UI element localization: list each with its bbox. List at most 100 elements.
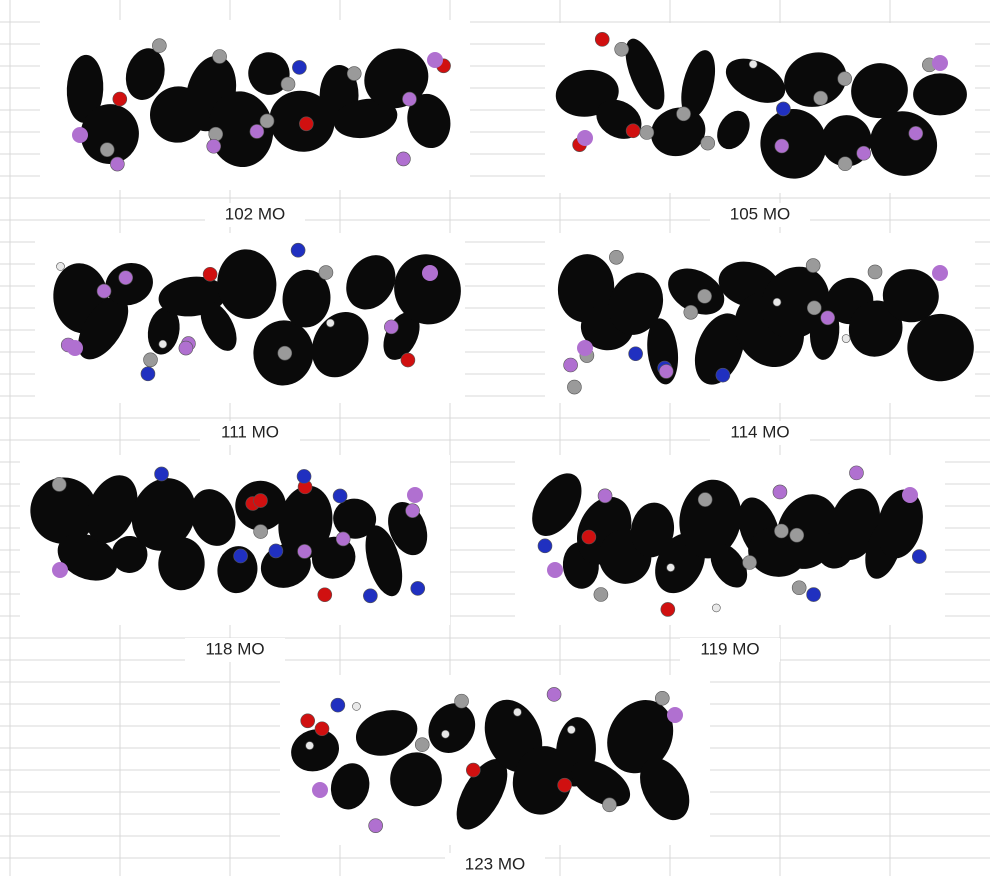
atom <box>97 284 111 298</box>
atom <box>384 320 398 334</box>
atom <box>849 466 863 480</box>
orbital-panel: 119 MO <box>515 455 945 662</box>
atom <box>842 335 850 343</box>
atom <box>407 487 423 503</box>
atom <box>712 604 720 612</box>
atom <box>319 266 333 280</box>
atom <box>213 50 227 64</box>
atom <box>774 524 788 538</box>
atom <box>144 353 158 367</box>
atom <box>141 367 155 381</box>
atom <box>790 528 804 542</box>
atom <box>659 364 673 378</box>
figure: 102 MO105 MO111 MO114 MO118 MO119 MO123 … <box>0 0 990 876</box>
atom <box>110 157 124 171</box>
atom <box>369 819 383 833</box>
atom <box>291 243 305 257</box>
atom <box>716 368 730 382</box>
orbital-panel: 114 MO <box>545 233 978 445</box>
atom <box>297 469 311 483</box>
atom <box>538 539 552 553</box>
atom <box>411 581 425 595</box>
atom <box>155 467 169 481</box>
atom <box>406 504 420 518</box>
atom <box>577 130 593 146</box>
atom <box>667 707 683 723</box>
atom <box>701 136 715 150</box>
atom <box>773 298 781 306</box>
atom <box>455 694 469 708</box>
atom <box>234 549 248 563</box>
atom <box>315 722 329 736</box>
atom <box>441 730 449 738</box>
atom <box>807 588 821 602</box>
panel-label: 118 MO <box>205 639 264 658</box>
atom <box>292 60 306 74</box>
atom <box>363 589 377 603</box>
atom <box>698 289 712 303</box>
atom <box>207 139 221 153</box>
atom <box>547 687 561 701</box>
atom <box>333 489 347 503</box>
atom <box>775 139 789 153</box>
atom <box>582 530 596 544</box>
orbital-panel: 102 MO <box>40 20 470 227</box>
atom <box>806 259 820 273</box>
atom <box>119 271 133 285</box>
atom <box>776 102 790 116</box>
atom <box>743 556 757 570</box>
atom <box>902 487 918 503</box>
atom <box>72 127 88 143</box>
atom <box>100 143 114 157</box>
atom <box>159 340 167 348</box>
panel-label: 123 MO <box>465 854 525 873</box>
atom <box>661 602 675 616</box>
atom <box>336 532 350 546</box>
atom <box>564 358 578 372</box>
atom <box>838 157 852 171</box>
atom <box>67 340 83 356</box>
panel-label: 111 MO <box>221 422 279 441</box>
atom <box>655 691 669 705</box>
atom <box>838 72 852 86</box>
atom <box>269 544 283 558</box>
atom <box>513 708 521 716</box>
atom <box>749 60 757 68</box>
orbital-panel: 118 MO <box>20 455 450 662</box>
atom <box>326 319 334 327</box>
atom <box>396 152 410 166</box>
atom <box>254 525 268 539</box>
atom <box>152 39 166 53</box>
atom <box>684 305 698 319</box>
atom <box>352 702 360 710</box>
atom <box>299 117 313 131</box>
atom <box>318 588 332 602</box>
atom <box>667 564 675 572</box>
atom <box>466 763 480 777</box>
atom <box>598 489 612 503</box>
atom <box>113 92 127 106</box>
atom <box>567 380 581 394</box>
atom <box>52 562 68 578</box>
atom <box>427 52 443 68</box>
atom <box>626 124 640 138</box>
atom <box>312 782 328 798</box>
atom <box>577 340 593 356</box>
atom <box>57 262 65 270</box>
atom <box>912 550 926 564</box>
atom <box>698 493 712 507</box>
atom <box>422 265 438 281</box>
atom <box>203 267 217 281</box>
atom <box>250 124 264 138</box>
atom <box>677 107 691 121</box>
atom <box>558 778 572 792</box>
atom <box>807 301 821 315</box>
atom <box>179 341 193 355</box>
atom <box>595 32 609 46</box>
atom <box>402 92 416 106</box>
atom <box>347 67 361 81</box>
atom <box>773 485 787 499</box>
atom <box>792 581 806 595</box>
atom <box>932 265 948 281</box>
panel-label: 102 MO <box>225 204 285 223</box>
